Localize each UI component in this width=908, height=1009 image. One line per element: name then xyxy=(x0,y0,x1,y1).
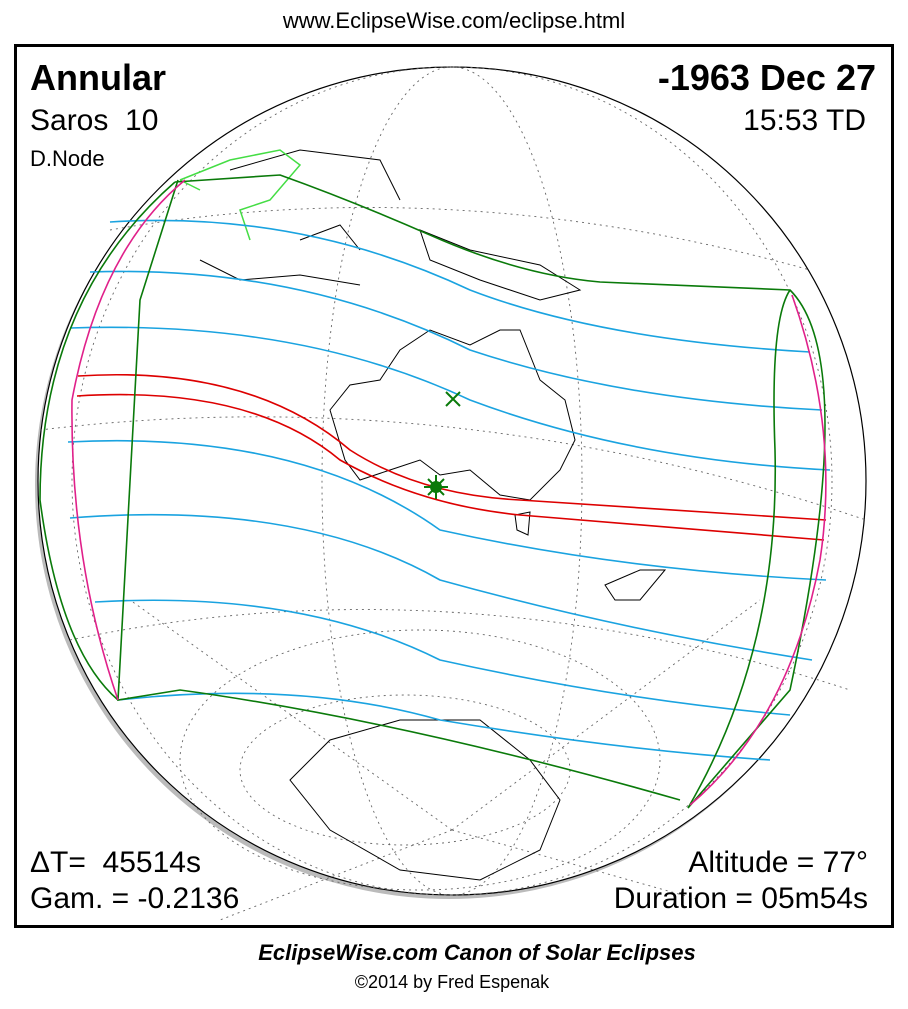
rise-set-curves xyxy=(71,179,827,806)
globe xyxy=(37,66,867,896)
time: 15:53 TD xyxy=(743,104,866,137)
central-path xyxy=(76,373,827,541)
coastlines xyxy=(199,149,667,881)
limit-lines xyxy=(39,174,826,809)
delta-t: ΔT= 45514s xyxy=(30,846,201,879)
sub-solar-point xyxy=(445,391,461,407)
node: D.Node xyxy=(30,146,105,171)
duration-lines xyxy=(67,219,831,761)
eclipse-type: Annular xyxy=(30,57,166,98)
saros: Saros 10 xyxy=(30,104,158,137)
gamma: Gam. = -0.2136 xyxy=(30,882,239,915)
copyright: ©2014 by Fred Espenak xyxy=(355,972,550,992)
altitude: Altitude = 77° xyxy=(688,846,868,879)
date: -1963 Dec 27 xyxy=(658,57,876,98)
footer-title: EclipseWise.com Canon of Solar Eclipses xyxy=(258,940,696,965)
greatest-eclipse xyxy=(424,475,448,499)
duration: Duration = 05m54s xyxy=(614,882,868,915)
url: www.EclipseWise.com/eclipse.html xyxy=(282,8,625,33)
